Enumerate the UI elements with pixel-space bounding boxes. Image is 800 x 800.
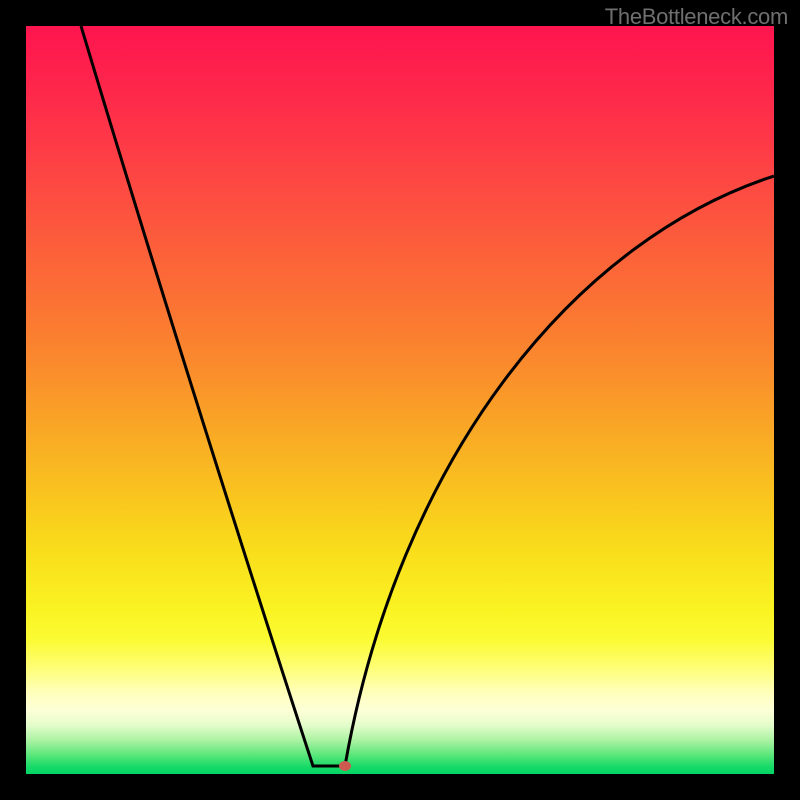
bottleneck-curve [81,26,774,766]
curve-layer [26,26,774,774]
attribution-text: TheBottleneck.com [605,4,788,30]
plot-area [26,26,774,774]
optimum-marker [339,761,351,771]
